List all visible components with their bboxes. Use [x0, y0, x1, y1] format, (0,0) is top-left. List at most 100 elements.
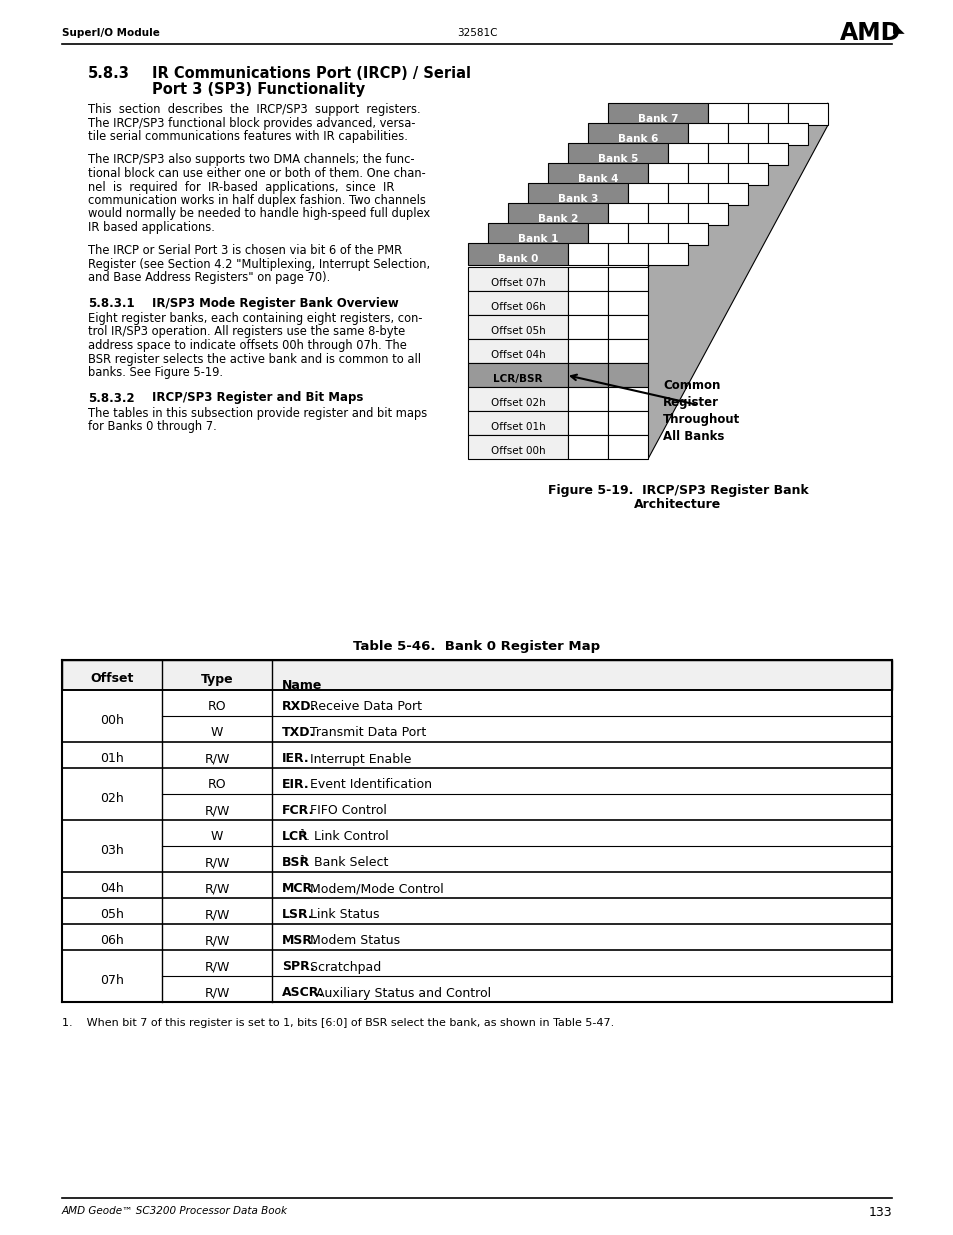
- Bar: [767, 124, 807, 144]
- Bar: [567, 387, 607, 411]
- Text: Eight register banks, each containing eight registers, con-: Eight register banks, each containing ei…: [88, 312, 422, 325]
- Text: R/W: R/W: [204, 987, 230, 999]
- Bar: [468, 315, 567, 338]
- Text: SPR.: SPR.: [282, 961, 314, 973]
- Text: Offset: Offset: [91, 673, 133, 685]
- Bar: [647, 163, 687, 185]
- Bar: [468, 291, 567, 315]
- Text: 5.8.3.1: 5.8.3.1: [88, 296, 134, 310]
- Bar: [507, 203, 607, 225]
- Bar: [787, 103, 827, 125]
- Text: Name: Name: [282, 679, 322, 692]
- Bar: [468, 243, 567, 266]
- Text: R/W: R/W: [204, 857, 230, 869]
- Text: Bank 6: Bank 6: [618, 135, 658, 144]
- Bar: [607, 387, 647, 411]
- Text: 00h: 00h: [100, 714, 124, 726]
- Text: tional block can use either one or both of them. One chan-: tional block can use either one or both …: [88, 167, 425, 180]
- Text: The IRCP/SP3 also supports two DMA channels; the func-: The IRCP/SP3 also supports two DMA chann…: [88, 153, 415, 167]
- Bar: [567, 243, 607, 266]
- Bar: [567, 435, 607, 459]
- Text: SuperI/O Module: SuperI/O Module: [62, 28, 160, 38]
- Bar: [468, 411, 567, 435]
- Text: LSR.: LSR.: [282, 909, 314, 921]
- Text: R/W: R/W: [204, 804, 230, 818]
- Text: RXD.: RXD.: [282, 700, 315, 714]
- Text: 5.8.3.2: 5.8.3.2: [88, 391, 134, 405]
- Text: Architecture: Architecture: [634, 498, 720, 511]
- Text: 1: 1: [299, 855, 305, 863]
- Text: banks. See Figure 5-19.: banks. See Figure 5-19.: [88, 366, 223, 379]
- Text: Offset 01h: Offset 01h: [490, 422, 545, 432]
- Bar: [547, 163, 647, 185]
- Text: R/W: R/W: [204, 909, 230, 921]
- Text: 06h: 06h: [100, 935, 124, 947]
- Text: Transmit Data Port: Transmit Data Port: [306, 726, 426, 740]
- Text: AMD: AMD: [840, 21, 901, 44]
- Bar: [647, 203, 687, 225]
- Bar: [62, 898, 891, 924]
- Bar: [62, 794, 891, 820]
- Bar: [727, 124, 767, 144]
- Text: The tables in this subsection provide register and bit maps: The tables in this subsection provide re…: [88, 406, 427, 420]
- Text: for Banks 0 through 7.: for Banks 0 through 7.: [88, 420, 216, 433]
- Text: AMD Geode™ SC3200 Processor Data Book: AMD Geode™ SC3200 Processor Data Book: [62, 1207, 288, 1216]
- Bar: [687, 124, 727, 144]
- Polygon shape: [647, 103, 827, 459]
- Bar: [607, 363, 647, 387]
- Bar: [607, 243, 647, 266]
- Bar: [62, 924, 891, 950]
- Text: . Link Control: . Link Control: [306, 830, 388, 844]
- Bar: [527, 183, 627, 205]
- Bar: [62, 716, 891, 742]
- Text: R/W: R/W: [204, 935, 230, 947]
- Text: Bank 4: Bank 4: [578, 174, 618, 184]
- Text: R/W: R/W: [204, 961, 230, 973]
- Text: Bank 5: Bank 5: [598, 154, 638, 164]
- Text: nel  is  required  for  IR-based  applications,  since  IR: nel is required for IR-based application…: [88, 180, 395, 194]
- Text: FCR.: FCR.: [282, 804, 314, 818]
- Text: 07h: 07h: [100, 973, 124, 987]
- Text: Scratchpad: Scratchpad: [306, 961, 381, 973]
- Text: Offset 00h: Offset 00h: [490, 446, 545, 456]
- Text: Offset 05h: Offset 05h: [490, 326, 545, 336]
- Text: Common
Register
Throughout
All Banks: Common Register Throughout All Banks: [662, 379, 740, 443]
- Bar: [567, 363, 607, 387]
- Text: Offset 06h: Offset 06h: [490, 303, 545, 312]
- Bar: [567, 143, 667, 165]
- Text: Event Identification: Event Identification: [306, 778, 432, 792]
- Text: Receive Data Port: Receive Data Port: [306, 700, 421, 714]
- Bar: [567, 291, 607, 315]
- Text: Modem Status: Modem Status: [306, 935, 399, 947]
- Text: W: W: [211, 830, 223, 844]
- Bar: [62, 768, 891, 794]
- Text: Register (see Section 4.2 "Multiplexing, Interrupt Selection,: Register (see Section 4.2 "Multiplexing,…: [88, 258, 430, 270]
- Text: MSR.: MSR.: [282, 935, 317, 947]
- Text: 133: 133: [867, 1207, 891, 1219]
- Bar: [707, 183, 747, 205]
- Text: RO: RO: [208, 700, 226, 714]
- Text: Bank 3: Bank 3: [558, 194, 598, 204]
- Text: The IRCP/SP3 functional block provides advanced, versa-: The IRCP/SP3 functional block provides a…: [88, 116, 416, 130]
- Text: communication works in half duplex fashion. Two channels: communication works in half duplex fashi…: [88, 194, 425, 207]
- Bar: [707, 143, 747, 165]
- Text: would normally be needed to handle high-speed full duplex: would normally be needed to handle high-…: [88, 207, 430, 221]
- Bar: [607, 103, 707, 125]
- Bar: [607, 338, 647, 363]
- Text: This  section  describes  the  IRCP/SP3  support  registers.: This section describes the IRCP/SP3 supp…: [88, 103, 420, 116]
- Text: Port 3 (SP3) Functionality: Port 3 (SP3) Functionality: [152, 82, 365, 98]
- Text: Bank 7: Bank 7: [638, 114, 678, 124]
- Text: MCR.: MCR.: [282, 883, 317, 895]
- Bar: [62, 690, 891, 716]
- Bar: [587, 124, 687, 144]
- Text: BSR: BSR: [282, 857, 310, 869]
- Bar: [607, 435, 647, 459]
- Text: Type: Type: [200, 673, 233, 685]
- Text: Interrupt Enable: Interrupt Enable: [306, 752, 411, 766]
- Text: Bank 2: Bank 2: [537, 214, 578, 224]
- Bar: [587, 224, 627, 245]
- Bar: [747, 103, 787, 125]
- Text: 1: 1: [299, 829, 305, 837]
- Bar: [607, 291, 647, 315]
- Text: 05h: 05h: [100, 909, 124, 921]
